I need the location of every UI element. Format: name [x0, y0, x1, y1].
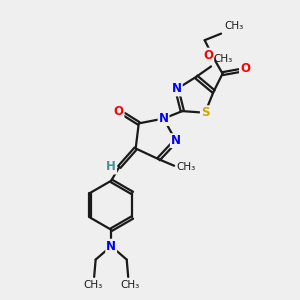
Text: O: O: [113, 105, 123, 118]
Text: O: O: [203, 49, 213, 62]
Text: N: N: [106, 240, 116, 253]
Text: CH₃: CH₃: [176, 162, 196, 172]
Text: CH₃: CH₃: [214, 54, 233, 64]
Text: CH₃: CH₃: [120, 280, 139, 290]
Text: H: H: [106, 160, 116, 173]
Text: O: O: [240, 62, 250, 75]
Text: N: N: [171, 134, 181, 147]
Text: CH₃: CH₃: [83, 280, 102, 290]
Text: N: N: [159, 112, 169, 125]
Text: CH₃: CH₃: [224, 21, 243, 31]
Text: N: N: [172, 82, 182, 95]
Text: S: S: [201, 106, 209, 119]
